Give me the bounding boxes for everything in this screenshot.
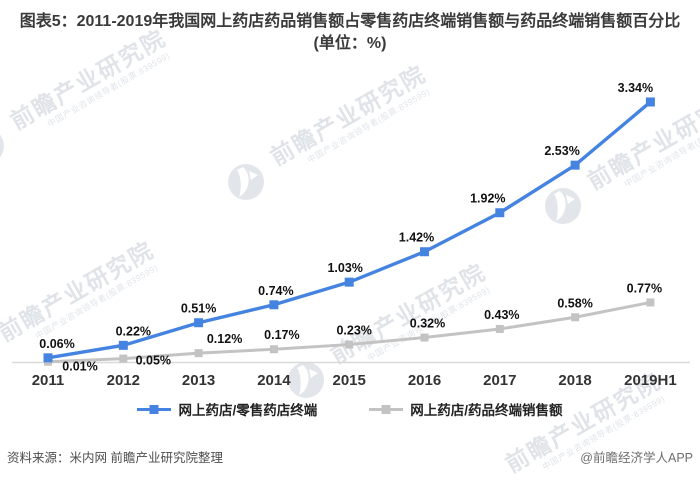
data-point-marker-2011 xyxy=(44,353,53,362)
data-label: 0.22% xyxy=(116,324,151,338)
x-tick-label: 2019H1 xyxy=(624,372,677,389)
data-point-marker-2018 xyxy=(571,313,579,321)
data-point-marker-2013 xyxy=(194,318,203,327)
data-label: 1.42% xyxy=(399,231,434,245)
data-label: 0.17% xyxy=(264,328,299,342)
x-tick-label: 2014 xyxy=(257,372,291,389)
legend-line-marker-icon xyxy=(369,404,403,415)
data-label: 0.43% xyxy=(484,308,519,322)
data-label: 0.32% xyxy=(410,317,445,331)
data-point-marker-2012 xyxy=(119,355,127,363)
data-label: 0.58% xyxy=(557,296,592,310)
credit-note: @前瞻经济学人APP xyxy=(580,447,693,466)
data-point-marker-2016 xyxy=(420,247,429,256)
data-point-marker-2015 xyxy=(345,278,354,287)
data-point-marker-2016 xyxy=(421,334,429,342)
data-label: 0.23% xyxy=(336,324,371,338)
x-tick-label: 2012 xyxy=(107,372,140,389)
legend-label-series1: 网上药店/零售药店终端 xyxy=(178,399,317,419)
chart-title: 图表5：2011-2019年我国网上药店药品销售额占零售药店终端销售额与药品终端… xyxy=(16,11,684,54)
x-tick-label: 2016 xyxy=(408,372,441,389)
data-point-marker-2019H1 xyxy=(646,97,655,106)
data-point-marker-2018 xyxy=(571,161,580,170)
data-point-marker-2014 xyxy=(269,300,278,309)
data-label: 0.05% xyxy=(136,354,171,368)
data-point-marker-2012 xyxy=(119,341,128,350)
data-point-marker-2017 xyxy=(495,208,504,217)
data-label: 3.34% xyxy=(618,81,653,95)
legend-label-series2: 网上药店/药品终端销售额 xyxy=(410,399,562,419)
x-tick-label: 2018 xyxy=(558,372,591,389)
x-tick-label: 2015 xyxy=(333,372,366,389)
source-note: 资料来源：米内网 前瞻产业研究院整理 xyxy=(7,447,223,466)
chart-legend: 网上药店/零售药店终端 网上药店/药品终端销售额 xyxy=(0,399,700,419)
data-point-marker-2017 xyxy=(496,325,504,333)
data-label: 0.74% xyxy=(258,284,293,298)
data-point-marker-2019H1 xyxy=(646,298,654,306)
chart-footer: 资料来源：米内网 前瞻产业研究院整理 @前瞻经济学人APP xyxy=(7,447,693,466)
x-tick-label: 2011 xyxy=(32,372,65,389)
data-label: 0.77% xyxy=(627,281,662,295)
data-label: 1.03% xyxy=(327,261,362,275)
data-point-marker-2014 xyxy=(270,345,278,353)
data-point-marker-2013 xyxy=(195,349,203,357)
data-label: 0.51% xyxy=(181,302,216,316)
data-label: 2.53% xyxy=(544,144,579,158)
x-tick-label: 2013 xyxy=(182,372,215,389)
data-point-marker-2015 xyxy=(345,341,353,349)
data-label: 1.92% xyxy=(470,192,505,206)
legend-item-series2: 网上药店/药品终端销售额 xyxy=(369,399,562,419)
data-label: 0.12% xyxy=(207,332,242,346)
data-label: 0.01% xyxy=(62,360,97,374)
legend-item-series1: 网上药店/零售药店终端 xyxy=(137,399,317,419)
data-label: 0.06% xyxy=(39,337,74,351)
legend-line-marker-icon xyxy=(137,404,171,415)
x-tick-label: 2017 xyxy=(483,372,516,389)
